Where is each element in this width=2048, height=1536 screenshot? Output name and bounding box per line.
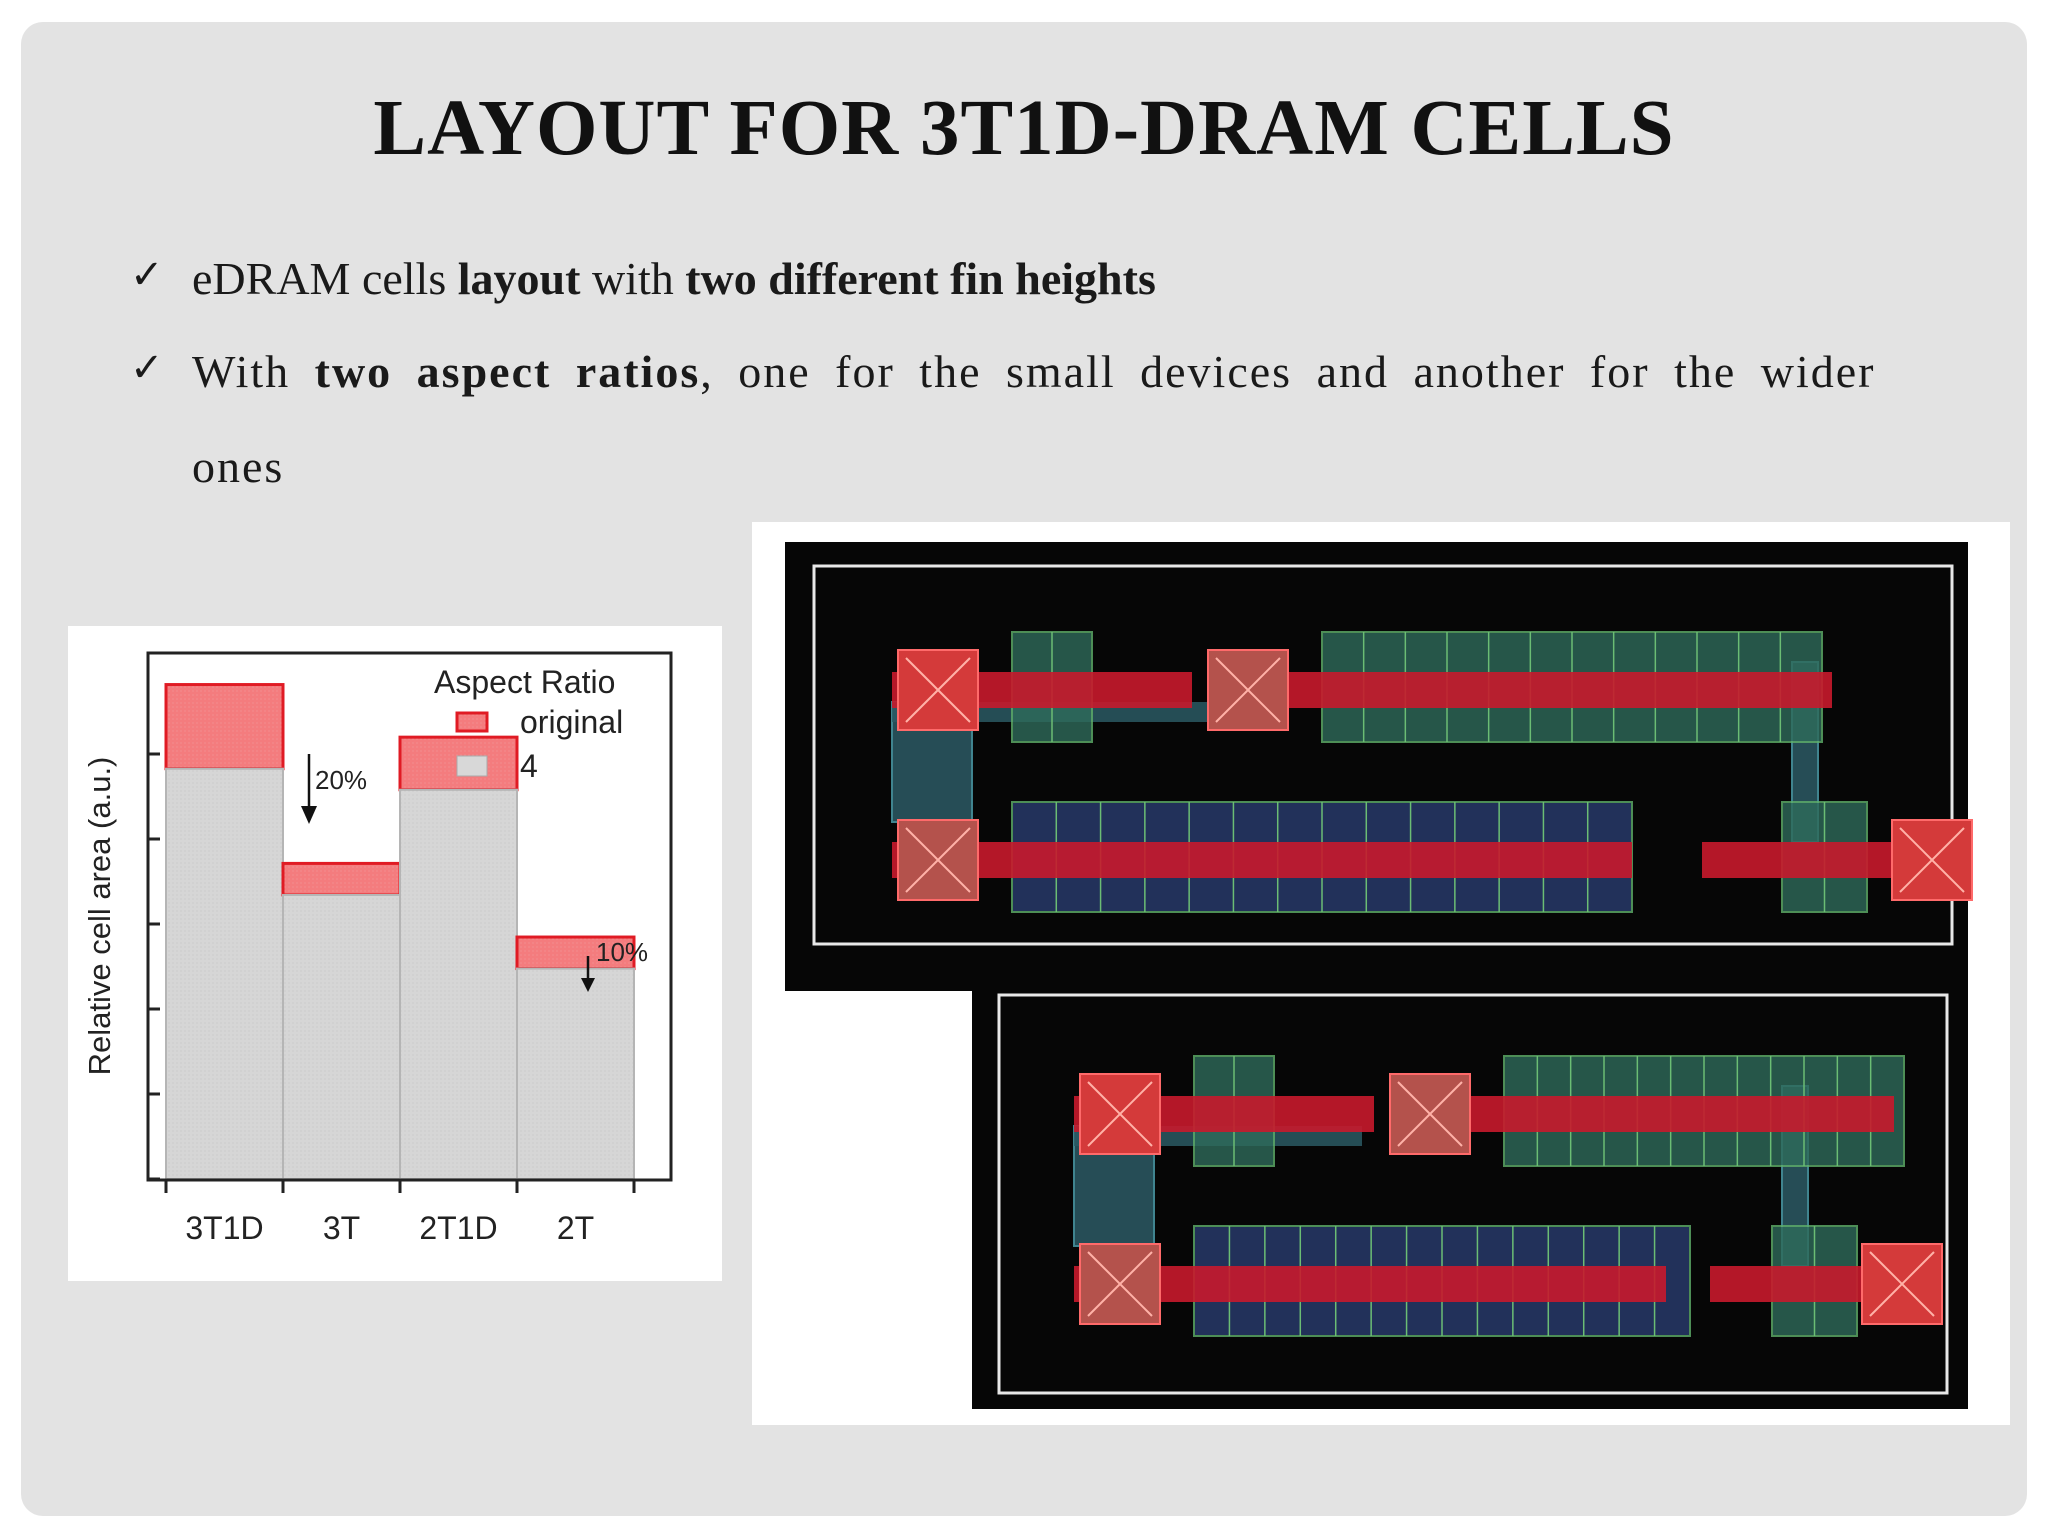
annotation-arrow-20-head xyxy=(301,806,317,824)
bar-4-2T1D xyxy=(399,788,518,1180)
legend-label-4: 4 xyxy=(520,748,538,784)
poly-line xyxy=(1414,1096,1894,1132)
bar-original-2T xyxy=(515,935,636,971)
bullet-2-continuation: ones xyxy=(192,441,285,492)
x-tick-label-2T: 2T xyxy=(557,1210,594,1246)
bar-original-3T xyxy=(281,861,402,897)
bottom-cell-boundary xyxy=(997,993,1949,1395)
cell-gap xyxy=(785,969,972,991)
legend-label-original: original xyxy=(520,704,623,740)
legend-title: Aspect Ratio xyxy=(434,664,615,700)
poly-line xyxy=(892,842,1632,878)
poly-line xyxy=(1074,1266,1666,1302)
finfet-layout-image xyxy=(752,522,2010,1425)
annotation-arrow-10-head xyxy=(581,978,595,992)
top-cell xyxy=(891,631,1973,913)
bar-4-2T xyxy=(516,967,635,1180)
layout-svg xyxy=(785,542,1973,1409)
annotation-20-percent: 20% xyxy=(315,765,367,795)
bullet-2-text: With two aspect ratios, one for the smal… xyxy=(192,346,1876,397)
x-ticks: 3T1D 3T 2T1D 2T xyxy=(164,1179,636,1246)
bar-original-3T1D xyxy=(164,683,285,771)
legend-swatch-original xyxy=(455,711,489,733)
y-axis-label: Relative cell area (a.u.) xyxy=(82,757,117,1076)
top-cell-boundary xyxy=(812,564,1954,946)
bullet-1-text: eDRAM cells layout with two different fi… xyxy=(192,253,1156,304)
checkmark-icon: ✓ xyxy=(130,345,164,391)
y-ticks xyxy=(148,752,160,1181)
poly-line xyxy=(1232,672,1832,708)
x-tick-label-3T1D: 3T1D xyxy=(185,1210,263,1246)
slide-title: LAYOUT FOR 3T1D-DRAM CELLS xyxy=(373,85,1675,172)
plot-frame xyxy=(146,651,673,1182)
x-tick-label-3T: 3T xyxy=(323,1210,360,1246)
chart-bars xyxy=(164,683,636,1180)
bar-4-3T xyxy=(282,893,401,1180)
chart-legend: Aspect Ratio original 4 xyxy=(434,664,623,784)
checkmark-icon: ✓ xyxy=(130,252,164,298)
chart-svg: 3T1D 3T 2T1D 2T Relative cell area (a.u.) A… xyxy=(82,651,673,1246)
bottom-cell xyxy=(1073,1055,1943,1337)
x-tick-label-2T1D: 2T1D xyxy=(419,1210,497,1246)
annotation-10-percent: 10% xyxy=(596,937,648,967)
cell-area-chart: 3T1D 3T 2T1D 2T Relative cell area (a.u.) A… xyxy=(68,626,722,1281)
bar-4-3T1D xyxy=(165,767,284,1180)
chart-annotations: 20% 10% xyxy=(301,754,648,992)
legend-swatch-4 xyxy=(456,755,488,777)
